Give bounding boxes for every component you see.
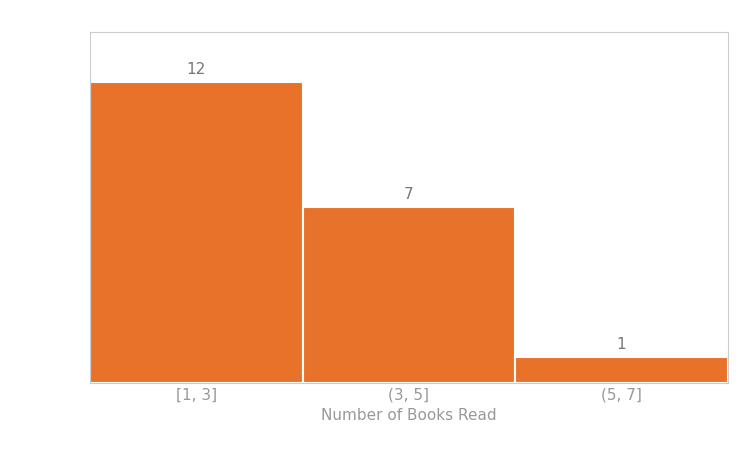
X-axis label: Number of Books Read: Number of Books Read xyxy=(321,408,496,423)
Text: 7: 7 xyxy=(404,187,413,202)
Text: 12: 12 xyxy=(187,62,206,76)
Bar xyxy=(302,207,515,382)
Bar xyxy=(515,357,728,382)
Text: 1: 1 xyxy=(616,338,626,352)
Bar xyxy=(90,81,302,382)
